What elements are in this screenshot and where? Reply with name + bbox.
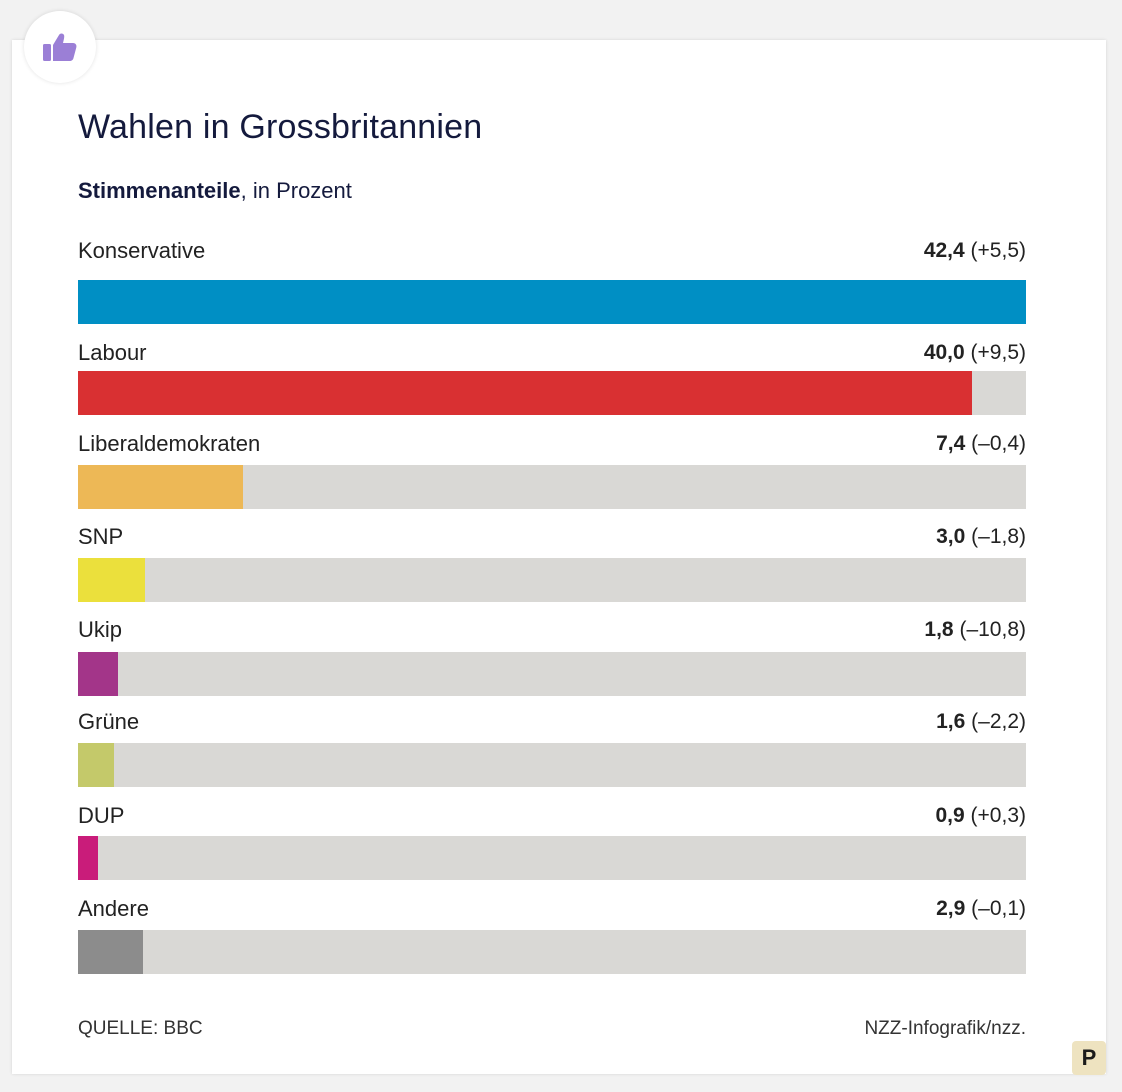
bar-label: Andere	[78, 896, 149, 921]
chart-title: Wahlen in Grossbritannien	[78, 108, 483, 146]
bar-change: (–2,2)	[971, 710, 1026, 733]
bar[interactable]	[78, 652, 118, 696]
bar-label: SNP	[78, 524, 124, 549]
bar-track	[78, 371, 1026, 415]
bar[interactable]	[78, 465, 243, 509]
bar-value: 42,4	[923, 239, 965, 262]
bar-label: Grüne	[78, 709, 140, 734]
bar[interactable]	[78, 371, 972, 415]
bar[interactable]	[78, 836, 98, 880]
bar-value: 1,6	[936, 710, 966, 733]
bar[interactable]	[78, 930, 143, 974]
subtitle-rest: , in Prozent	[240, 178, 352, 203]
bar-change: (–0,1)	[971, 897, 1026, 920]
bar-change: (–10,8)	[959, 618, 1026, 641]
bar-label: Ukip	[78, 617, 123, 642]
bar-value: 3,0	[936, 525, 966, 548]
bar-value-label: 2,9 (–0,1)	[936, 897, 1026, 921]
bar-label: Konservative	[78, 238, 206, 263]
bar-change: (–1,8)	[971, 525, 1026, 548]
publisher-logo[interactable]: P	[1072, 1041, 1106, 1075]
chart-subtitle: Stimmenanteile, in Prozent	[78, 178, 352, 204]
bar[interactable]	[78, 280, 1026, 324]
bar-value-label: 1,8 (–10,8)	[924, 618, 1026, 642]
bar-track	[78, 652, 1026, 696]
bar-change: (+0,3)	[970, 804, 1026, 827]
bar-value: 0,9	[935, 804, 965, 827]
bar-label: DUP	[78, 803, 125, 828]
bar-track	[78, 280, 1026, 324]
bar-value-label: 3,0 (–1,8)	[936, 525, 1026, 549]
bar[interactable]	[78, 743, 114, 787]
bar-value-label: 0,9 (+0,3)	[936, 804, 1027, 828]
bar-track	[78, 930, 1026, 974]
bar-value: 7,4	[936, 432, 966, 455]
bar-label: Liberaldemokraten	[78, 431, 261, 456]
subtitle-strong: Stimmenanteile	[78, 178, 241, 203]
bar-value-label: 42,4 (+5,5)	[924, 239, 1026, 263]
bar-track	[78, 465, 1026, 509]
chart-card	[12, 40, 1106, 1074]
bar-track	[78, 836, 1026, 880]
bar-change: (–0,4)	[971, 432, 1026, 455]
bar-value-label: 40,0 (+9,5)	[924, 341, 1026, 365]
bar[interactable]	[78, 558, 145, 602]
bar-track	[78, 743, 1026, 787]
bar-value-label: 1,6 (–2,2)	[936, 710, 1026, 734]
thumbs-up-icon	[43, 33, 77, 61]
bar-value: 40,0	[923, 341, 965, 364]
bar-track	[78, 558, 1026, 602]
bar-change: (+9,5)	[970, 341, 1026, 364]
bar-label: Labour	[78, 340, 147, 365]
badge[interactable]	[24, 11, 96, 83]
bar-change: (+5,5)	[970, 239, 1026, 262]
bar-value: 1,8	[924, 618, 954, 641]
source-note: QUELLE: BBC	[78, 1018, 203, 1039]
bar-value-label: 7,4 (–0,4)	[936, 432, 1026, 456]
bar-rows: Konservative 42,4 (+5,5) Labour 40,0 (+9,5)…	[78, 0, 1026, 1092]
bar-value: 2,9	[936, 897, 966, 920]
credit-note: NZZ-Infografik/nzz.	[864, 1018, 1026, 1039]
